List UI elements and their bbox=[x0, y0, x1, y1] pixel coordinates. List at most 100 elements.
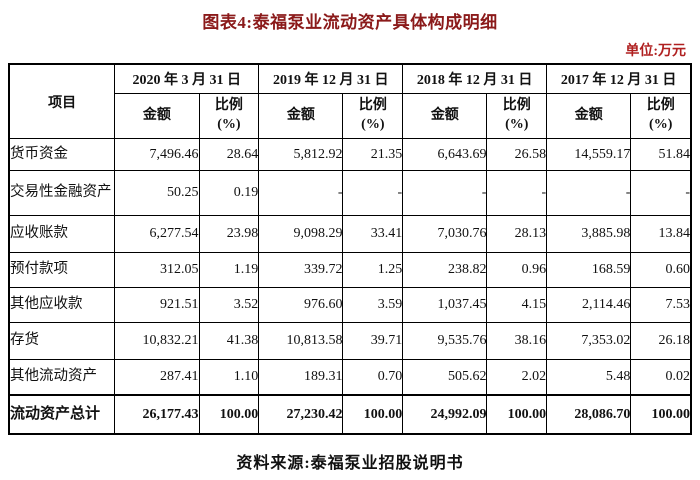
table-cell: 33.41 bbox=[342, 215, 404, 253]
ratio-unit: (%) bbox=[649, 117, 673, 132]
current-assets-table: 项目 2020 年 3 月 31 日 2019 年 12 月 31 日 2018… bbox=[8, 63, 692, 435]
ratio-label: 比例 bbox=[502, 98, 531, 114]
total-row: 流动资产总计 26,177.43 100.00 27,230.42 100.00… bbox=[8, 394, 692, 435]
table-cell: 10,832.21 bbox=[114, 322, 200, 360]
table-cell: 10,813.58 bbox=[258, 322, 344, 360]
column-header-ratio: 比例 (%) bbox=[198, 93, 260, 139]
table-cell: 28.64 bbox=[198, 138, 260, 171]
table-cell: 5,812.92 bbox=[258, 138, 344, 171]
column-header-item: 项目 bbox=[8, 63, 116, 139]
table-cell: 38.16 bbox=[486, 322, 548, 360]
row-label: 货币资金 bbox=[8, 138, 116, 171]
table-cell: - bbox=[402, 170, 488, 216]
table-cell: 238.82 bbox=[402, 252, 488, 288]
row-label: 其他流动资产 bbox=[8, 359, 116, 396]
table-cell: 28.13 bbox=[486, 215, 548, 253]
row-label: 其他应收款 bbox=[8, 287, 116, 323]
table-cell: 7.53 bbox=[630, 287, 692, 323]
column-header-ratio: 比例 (%) bbox=[630, 93, 692, 139]
table-cell: 1.10 bbox=[198, 359, 260, 396]
table-cell: - bbox=[546, 170, 632, 216]
column-header-amount: 金额 bbox=[114, 93, 200, 139]
column-header-period-2017: 2017 年 12 月 31 日 bbox=[546, 63, 692, 94]
column-header-period-2018: 2018 年 12 月 31 日 bbox=[402, 63, 548, 94]
table-cell: 21.35 bbox=[342, 138, 404, 171]
column-header-ratio: 比例 (%) bbox=[486, 93, 548, 139]
row-label: 应收账款 bbox=[8, 215, 116, 253]
table-cell: 100.00 bbox=[486, 394, 548, 435]
table-cell: 3.59 bbox=[342, 287, 404, 323]
ratio-unit: (%) bbox=[505, 117, 529, 132]
table-cell: 505.62 bbox=[402, 359, 488, 396]
header-row-subcolumns: 金额 比例 (%) 金额 比例 (%) 金额 比例 (%) 金额 比例 (%) bbox=[9, 93, 692, 139]
table-cell: 0.96 bbox=[486, 252, 548, 288]
table-cell: 5.48 bbox=[546, 359, 632, 396]
table-cell: 3,885.98 bbox=[546, 215, 632, 253]
table-cell: 28,086.70 bbox=[546, 394, 632, 435]
source-note: 资料来源:泰福泵业招股说明书 bbox=[236, 455, 464, 472]
table-cell: 26.18 bbox=[630, 322, 692, 360]
table-cell: 50.25 bbox=[114, 170, 200, 216]
table-row-inventory: 存货 10,832.21 41.38 10,813.58 39.71 9,535… bbox=[8, 322, 692, 360]
table-cell: 7,030.76 bbox=[402, 215, 488, 253]
table-cell: 100.00 bbox=[198, 394, 260, 435]
table-cell: 1,037.45 bbox=[402, 287, 488, 323]
table-cell: - bbox=[630, 170, 692, 216]
table-cell: 51.84 bbox=[630, 138, 692, 171]
table-cell: 41.38 bbox=[198, 322, 260, 360]
table-cell: 287.41 bbox=[114, 359, 200, 396]
table-cell: 24,992.09 bbox=[402, 394, 488, 435]
column-header-period-2019: 2019 年 12 月 31 日 bbox=[258, 63, 404, 94]
table-cell: 7,353.02 bbox=[546, 322, 632, 360]
table-cell: 2,114.46 bbox=[546, 287, 632, 323]
table-cell: - bbox=[486, 170, 548, 216]
table-row-accounts-receivable: 应收账款 6,277.54 23.98 9,098.29 33.41 7,030… bbox=[8, 215, 692, 253]
ratio-label: 比例 bbox=[214, 98, 243, 114]
table-cell: 1.19 bbox=[198, 252, 260, 288]
table-cell: 39.71 bbox=[342, 322, 404, 360]
table-cell: 4.15 bbox=[486, 287, 548, 323]
table-cell: 0.02 bbox=[630, 359, 692, 396]
ratio-unit: (%) bbox=[361, 117, 385, 132]
column-header-period-2020: 2020 年 3 月 31 日 bbox=[114, 63, 260, 94]
table-cell: 100.00 bbox=[630, 394, 692, 435]
table-cell: - bbox=[258, 170, 344, 216]
table-cell: 26,177.43 bbox=[114, 394, 200, 435]
column-header-amount: 金额 bbox=[402, 93, 488, 139]
ratio-unit: (%) bbox=[217, 117, 241, 132]
table-cell: 0.19 bbox=[198, 170, 260, 216]
unit-label: 单位:万元 bbox=[625, 44, 686, 59]
table-cell: 9,098.29 bbox=[258, 215, 344, 253]
table-cell: 1.25 bbox=[342, 252, 404, 288]
chart-title: 图表4:泰福泵业流动资产具体构成明细 bbox=[202, 13, 498, 32]
row-label: 交易性金融资产 bbox=[8, 170, 116, 216]
table-cell: 976.60 bbox=[258, 287, 344, 323]
row-label: 预付款项 bbox=[8, 252, 116, 288]
table-cell: 100.00 bbox=[342, 394, 404, 435]
column-header-amount: 金额 bbox=[258, 93, 344, 139]
row-label: 存货 bbox=[8, 322, 116, 360]
table-cell: 14,559.17 bbox=[546, 138, 632, 171]
table-cell: 0.70 bbox=[342, 359, 404, 396]
ratio-label: 比例 bbox=[646, 98, 675, 114]
table-cell: 168.59 bbox=[546, 252, 632, 288]
table-cell: 2.02 bbox=[486, 359, 548, 396]
table-cell: 921.51 bbox=[114, 287, 200, 323]
table-cell: 26.58 bbox=[486, 138, 548, 171]
total-row-label: 流动资产总计 bbox=[8, 394, 116, 435]
table-cell: 13.84 bbox=[630, 215, 692, 253]
table-row-trading-financial-assets: 交易性金融资产 50.25 0.19 - - - - - - bbox=[8, 170, 692, 216]
table-row-other-receivables: 其他应收款 921.51 3.52 976.60 3.59 1,037.45 4… bbox=[8, 287, 692, 323]
header-row-periods: 项目 2020 年 3 月 31 日 2019 年 12 月 31 日 2018… bbox=[8, 63, 692, 139]
column-header-ratio: 比例 (%) bbox=[342, 93, 404, 139]
table-cell: 7,496.46 bbox=[114, 138, 200, 171]
table-cell: 312.05 bbox=[114, 252, 200, 288]
column-header-amount: 金额 bbox=[546, 93, 632, 139]
table-cell: 23.98 bbox=[198, 215, 260, 253]
table-cell: 27,230.42 bbox=[258, 394, 344, 435]
table-cell: 3.52 bbox=[198, 287, 260, 323]
table-cell: 0.60 bbox=[630, 252, 692, 288]
table-row-other-current-assets: 其他流动资产 287.41 1.10 189.31 0.70 505.62 2.… bbox=[8, 359, 692, 396]
table-row-prepayments: 预付款项 312.05 1.19 339.72 1.25 238.82 0.96… bbox=[8, 252, 692, 288]
